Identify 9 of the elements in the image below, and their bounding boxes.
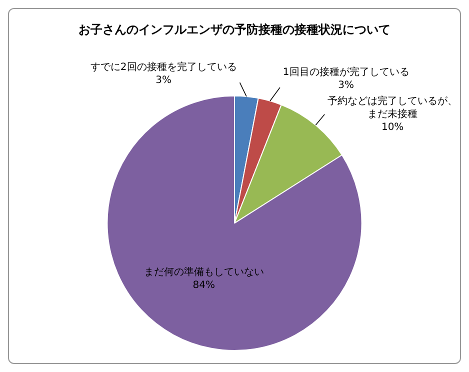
slice-label: 1回目の接種が完了している bbox=[282, 66, 410, 78]
data-label: 84% bbox=[192, 280, 215, 292]
slice-label: 予約などは完了しているが、まだ未接種 bbox=[328, 94, 458, 120]
slice-label: すでに2回の接種を完了している bbox=[90, 61, 237, 74]
data-label: 3% bbox=[338, 80, 354, 92]
slice-label: まだ何の準備もしていない bbox=[144, 266, 264, 278]
data-label: 10% bbox=[381, 122, 404, 133]
data-label: 3% bbox=[156, 75, 172, 86]
chart-title: お子さんのインフルエンザの予防接種の接種状況について bbox=[78, 22, 390, 36]
